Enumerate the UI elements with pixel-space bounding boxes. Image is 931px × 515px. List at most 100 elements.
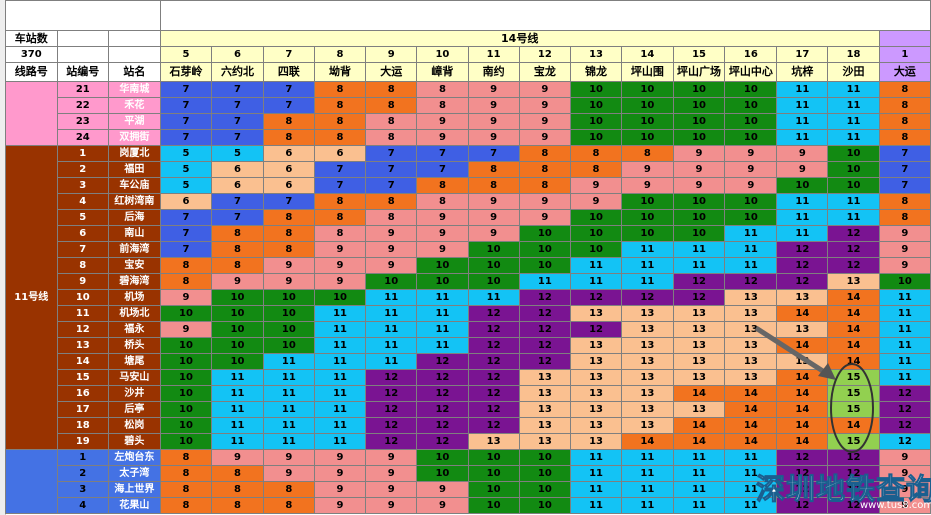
station-seq-cell[interactable]: 3: [56, 177, 110, 194]
fare-cell[interactable]: 10: [159, 369, 213, 386]
station-seq-cell[interactable]: 13: [56, 337, 110, 354]
station-name-cell[interactable]: 碧头: [108, 433, 161, 450]
fare-cell[interactable]: 8: [159, 257, 213, 274]
fare-cell[interactable]: 10: [621, 113, 674, 130]
fare-cell[interactable]: 10: [416, 273, 469, 290]
fare-cell[interactable]: 13: [621, 385, 674, 402]
fare-cell[interactable]: 11: [365, 353, 418, 370]
fare-cell[interactable]: 11: [827, 113, 880, 130]
station-name-cell[interactable]: 马安山: [108, 369, 161, 386]
fare-cell[interactable]: 8: [262, 497, 315, 514]
fare-cell[interactable]: 11: [672, 241, 726, 258]
fare-cell[interactable]: 8: [313, 113, 367, 130]
station-seq-cell[interactable]: 23: [56, 113, 110, 130]
fare-cell[interactable]: 13: [776, 321, 829, 338]
fare-cell[interactable]: 13: [569, 369, 623, 386]
fare-cell[interactable]: 8: [313, 225, 367, 242]
fare-cell[interactable]: 8: [211, 225, 264, 242]
fare-cell[interactable]: 6: [211, 161, 264, 178]
fare-cell[interactable]: 12: [467, 401, 520, 418]
fare-cell[interactable]: 9: [621, 161, 674, 178]
station-seq-cell[interactable]: 4: [56, 497, 110, 514]
fare-cell[interactable]: 12: [827, 241, 880, 258]
fare-cell[interactable]: 10: [827, 145, 880, 162]
fare-cell[interactable]: 12: [416, 433, 469, 450]
fare-cell[interactable]: 10: [569, 209, 623, 226]
line-name-cell[interactable]: [5, 81, 58, 146]
station-name-cell[interactable]: 海上世界: [108, 481, 161, 498]
fare-cell[interactable]: 13: [621, 353, 674, 370]
station-name-cell[interactable]: 车公庙: [108, 177, 161, 194]
fare-cell[interactable]: 8: [365, 209, 418, 226]
fare-cell[interactable]: 13: [621, 369, 674, 386]
fare-cell[interactable]: 12: [365, 417, 418, 434]
fare-cell[interactable]: 10: [621, 97, 674, 114]
station-count-value[interactable]: 370: [5, 46, 58, 63]
fare-cell[interactable]: 14: [827, 305, 880, 322]
fare-cell[interactable]: 11: [262, 433, 315, 450]
fare-cell[interactable]: 13: [724, 369, 778, 386]
fare-cell[interactable]: 7: [211, 209, 264, 226]
fare-cell[interactable]: 11: [672, 257, 726, 274]
column-station-name[interactable]: 坳背: [313, 62, 367, 82]
fare-cell[interactable]: 9: [416, 129, 469, 146]
fare-cell[interactable]: 12: [518, 337, 571, 354]
fare-cell[interactable]: 9: [878, 497, 931, 514]
fare-cell[interactable]: 7: [365, 177, 418, 194]
fare-cell[interactable]: 8: [878, 113, 931, 130]
fare-cell[interactable]: 8: [262, 209, 315, 226]
fare-cell[interactable]: 8: [313, 81, 367, 98]
fare-cell[interactable]: 8: [262, 481, 315, 498]
fare-cell[interactable]: 8: [467, 161, 520, 178]
fare-cell[interactable]: 10: [211, 321, 264, 338]
fare-cell[interactable]: 13: [569, 417, 623, 434]
fare-cell[interactable]: 14: [776, 433, 829, 450]
fare-cell[interactable]: 13: [621, 401, 674, 418]
station-name-cell[interactable]: 沙井: [108, 385, 161, 402]
fare-cell[interactable]: 12: [467, 337, 520, 354]
fare-cell[interactable]: 9: [569, 177, 623, 194]
fare-cell[interactable]: 8: [518, 161, 571, 178]
fare-cell[interactable]: 13: [467, 433, 520, 450]
fare-cell[interactable]: 13: [621, 337, 674, 354]
blank-cell[interactable]: [56, 30, 110, 47]
fare-cell[interactable]: 9: [365, 449, 418, 466]
fare-cell[interactable]: 8: [211, 481, 264, 498]
fare-cell[interactable]: 7: [159, 225, 213, 242]
station-seq-cell[interactable]: 3: [56, 481, 110, 498]
fare-cell[interactable]: 12: [365, 385, 418, 402]
fare-cell[interactable]: 12: [467, 417, 520, 434]
blank-cell[interactable]: [108, 46, 161, 63]
line-name-cell[interactable]: [5, 449, 58, 514]
fare-cell[interactable]: 8: [518, 177, 571, 194]
fare-cell[interactable]: 10: [672, 97, 726, 114]
fare-cell[interactable]: 11: [827, 129, 880, 146]
fare-cell[interactable]: 9: [365, 241, 418, 258]
fare-cell[interactable]: 13: [569, 433, 623, 450]
fare-cell[interactable]: 9: [724, 161, 778, 178]
fare-cell[interactable]: 15: [827, 385, 880, 402]
fare-cell[interactable]: 11: [313, 337, 367, 354]
fare-cell[interactable]: 12: [569, 321, 623, 338]
column-number[interactable]: 15: [672, 46, 726, 63]
station-seq-cell[interactable]: 2: [56, 161, 110, 178]
fare-cell[interactable]: 12: [518, 305, 571, 322]
station-name-cell[interactable]: 左炮台东: [108, 449, 161, 466]
fare-cell[interactable]: 10: [159, 417, 213, 434]
fare-cell[interactable]: 11: [416, 321, 469, 338]
station-seq-cell[interactable]: 21: [56, 81, 110, 98]
fare-cell[interactable]: 10: [467, 465, 520, 482]
fare-cell[interactable]: 11: [313, 417, 367, 434]
fare-cell[interactable]: 11: [878, 289, 931, 306]
fare-cell[interactable]: 9: [467, 209, 520, 226]
fare-cell[interactable]: 13: [672, 401, 726, 418]
col-line-label[interactable]: 线路号: [5, 62, 58, 82]
fare-cell[interactable]: 10: [672, 209, 726, 226]
fare-cell[interactable]: 9: [672, 145, 726, 162]
fare-cell[interactable]: 9: [776, 145, 829, 162]
fare-cell[interactable]: 9: [467, 129, 520, 146]
fare-cell[interactable]: 9: [262, 465, 315, 482]
fare-cell[interactable]: 10: [262, 289, 315, 306]
fare-cell[interactable]: 5: [211, 145, 264, 162]
fare-cell[interactable]: 11: [621, 273, 674, 290]
